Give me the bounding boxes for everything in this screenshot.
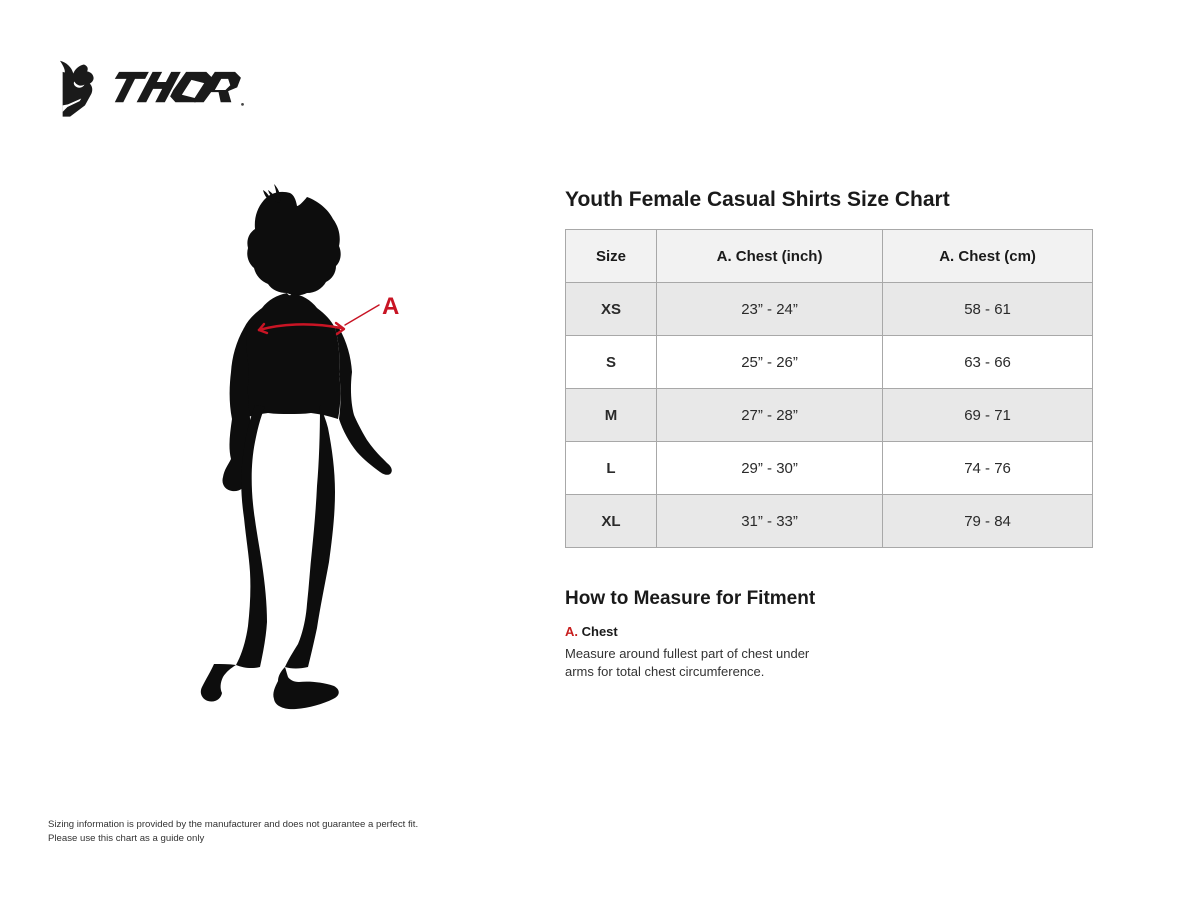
svg-text:A: A — [382, 293, 399, 320]
